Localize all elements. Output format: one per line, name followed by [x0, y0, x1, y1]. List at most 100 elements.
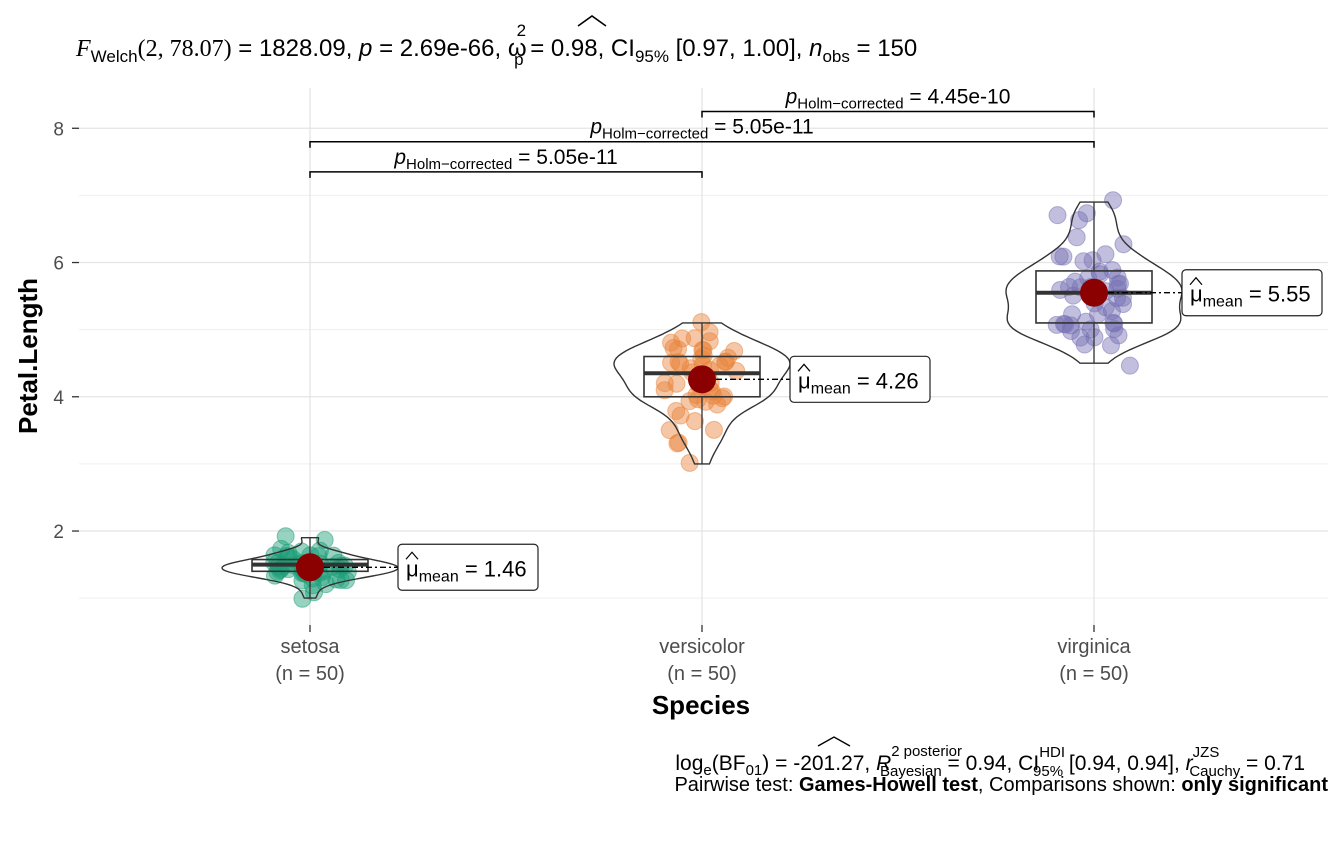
comparison-line	[309, 171, 703, 178]
mean-label-box	[397, 543, 539, 591]
data-point	[668, 434, 687, 453]
mean-label-hat	[1189, 276, 1203, 286]
bayes-ci-sub: 95%	[1033, 763, 1063, 780]
data-point	[1077, 204, 1096, 223]
bayes-r-hat	[817, 736, 851, 747]
mean-label-sub: mean	[1203, 294, 1243, 311]
violin-outline	[1005, 201, 1183, 364]
mean-label-eq: =	[459, 556, 484, 581]
grid-layer	[79, 88, 1328, 625]
data-point	[1048, 206, 1067, 225]
data-point	[1104, 191, 1123, 210]
data-point	[1096, 245, 1115, 264]
violin-outline	[613, 322, 791, 465]
caption-shown: only significant	[1181, 774, 1328, 796]
mean-point	[1080, 278, 1108, 307]
data-point	[692, 313, 711, 332]
comparison-p-symbol: p	[393, 146, 406, 169]
bayes-r-value: = 0.94, CI	[942, 752, 1039, 775]
comparison-bracket: pHolm−corrected = 4.45e-10	[701, 85, 1095, 118]
mean-label: μmean = 1.46	[406, 556, 527, 585]
bayes-r-sup: 2	[891, 743, 899, 760]
data-point	[1114, 294, 1133, 313]
mean-label-sub: mean	[811, 380, 851, 397]
title-p-value: = 2.69e-66,	[372, 35, 507, 62]
comparison-p-sub: Holm−corrected	[602, 126, 708, 143]
mean-label-eq: =	[851, 368, 876, 393]
data-point	[1101, 336, 1120, 355]
data-point	[1120, 356, 1139, 375]
comparison-p-sub: Holm−corrected	[406, 156, 512, 173]
bayes-rc-sup: JZS	[1193, 744, 1220, 761]
bayes-ci-value: [0.94, 0.94],	[1063, 752, 1186, 775]
bayes-bf: (BF	[712, 752, 746, 775]
mean-label-hat	[405, 551, 419, 560]
title-n-value: = 150	[850, 35, 917, 62]
chart-title: FWelch(2, 78.07) = 1828.09, p = 2.69e-66…	[75, 21, 917, 69]
group-virginica: μmean = 5.55	[1005, 191, 1323, 375]
title-f-args: (2, 78.07)	[138, 36, 232, 62]
mean-label-eq: =	[1243, 282, 1268, 307]
mean-label-mu: μ	[406, 556, 419, 581]
title-omega-sup: 2	[517, 21, 526, 40]
data-point	[725, 341, 744, 360]
mean-label: μmean = 5.55	[1190, 282, 1311, 311]
x-tick-n-label: (n = 50)	[1059, 663, 1128, 685]
data-point	[673, 329, 692, 348]
caption-test: Games-Howell test	[799, 774, 978, 796]
mean-label-value: 1.46	[484, 556, 527, 581]
comparison-bracket: pHolm−corrected = 5.05e-11	[309, 116, 1095, 148]
title-n-sub: obs	[822, 47, 849, 66]
comparison-line	[309, 140, 1095, 148]
mean-label-value: 4.26	[876, 368, 919, 393]
data-point	[655, 381, 674, 400]
mean-point	[296, 553, 324, 582]
title-omega-hat	[577, 15, 607, 27]
group-versicolor: μmean = 4.26	[613, 313, 931, 472]
mean-label-value: 5.55	[1268, 282, 1311, 307]
box	[643, 355, 761, 398]
data-point	[680, 453, 699, 472]
data-point	[669, 433, 688, 452]
comparison-label: pHolm−corrected = 5.05e-11	[589, 116, 813, 143]
group-setosa: μmean = 1.46	[221, 527, 539, 608]
y-tick-label: 8	[53, 119, 64, 140]
y-tick-label: 4	[53, 388, 64, 409]
data-point	[1071, 328, 1090, 347]
caption-mid: , Comparisons shown:	[978, 774, 1181, 796]
bayes-subtitle: loge(BF01) = -201.27, R2 posterior Bayesia…	[675, 743, 1305, 780]
mean-label-mu: μ	[1190, 282, 1203, 307]
comparison-p-value: = 5.05e-11	[512, 146, 617, 169]
data-point	[1061, 321, 1080, 340]
bayes-r-sup-label: posterior	[904, 743, 962, 760]
data-point	[315, 530, 334, 549]
comparison-line	[701, 110, 1095, 118]
caption-pre: Pairwise test:	[674, 774, 798, 796]
x-tick-label: setosa	[281, 636, 341, 658]
y-tick-label: 6	[53, 254, 64, 275]
bayes-rc-sub: Cauchy	[1189, 763, 1240, 780]
title-omega-symbol: ω	[508, 35, 527, 62]
caption: Pairwise test: Games-Howell test, Compar…	[674, 774, 1328, 796]
violin-outline	[221, 537, 399, 599]
y-axis-label: Petal.Length	[13, 278, 43, 434]
data-point	[276, 527, 295, 546]
data-point	[700, 332, 719, 351]
bayes-bf-value: ) = -201.27,	[762, 752, 876, 775]
comparison-p-value: = 5.05e-11	[708, 116, 813, 139]
data-point	[1089, 305, 1108, 324]
title-n-symbol: n	[809, 35, 822, 62]
mean-label-hat	[797, 363, 811, 372]
title-omega-sub: p	[514, 50, 523, 69]
comparisons-layer: pHolm−corrected = 5.05e-11pHolm−correcte…	[309, 85, 1095, 178]
comparison-label: pHolm−corrected = 5.05e-11	[393, 146, 617, 173]
x-tick-n-label: (n = 50)	[667, 663, 736, 685]
box	[1035, 270, 1153, 324]
bayes-log: log	[675, 752, 703, 775]
comparison-p-symbol: p	[785, 85, 798, 108]
data-point	[1074, 252, 1093, 271]
comparison-p-value: = 4.45e-10	[904, 85, 1011, 108]
title-ci-value: [0.97, 1.00],	[669, 35, 809, 62]
